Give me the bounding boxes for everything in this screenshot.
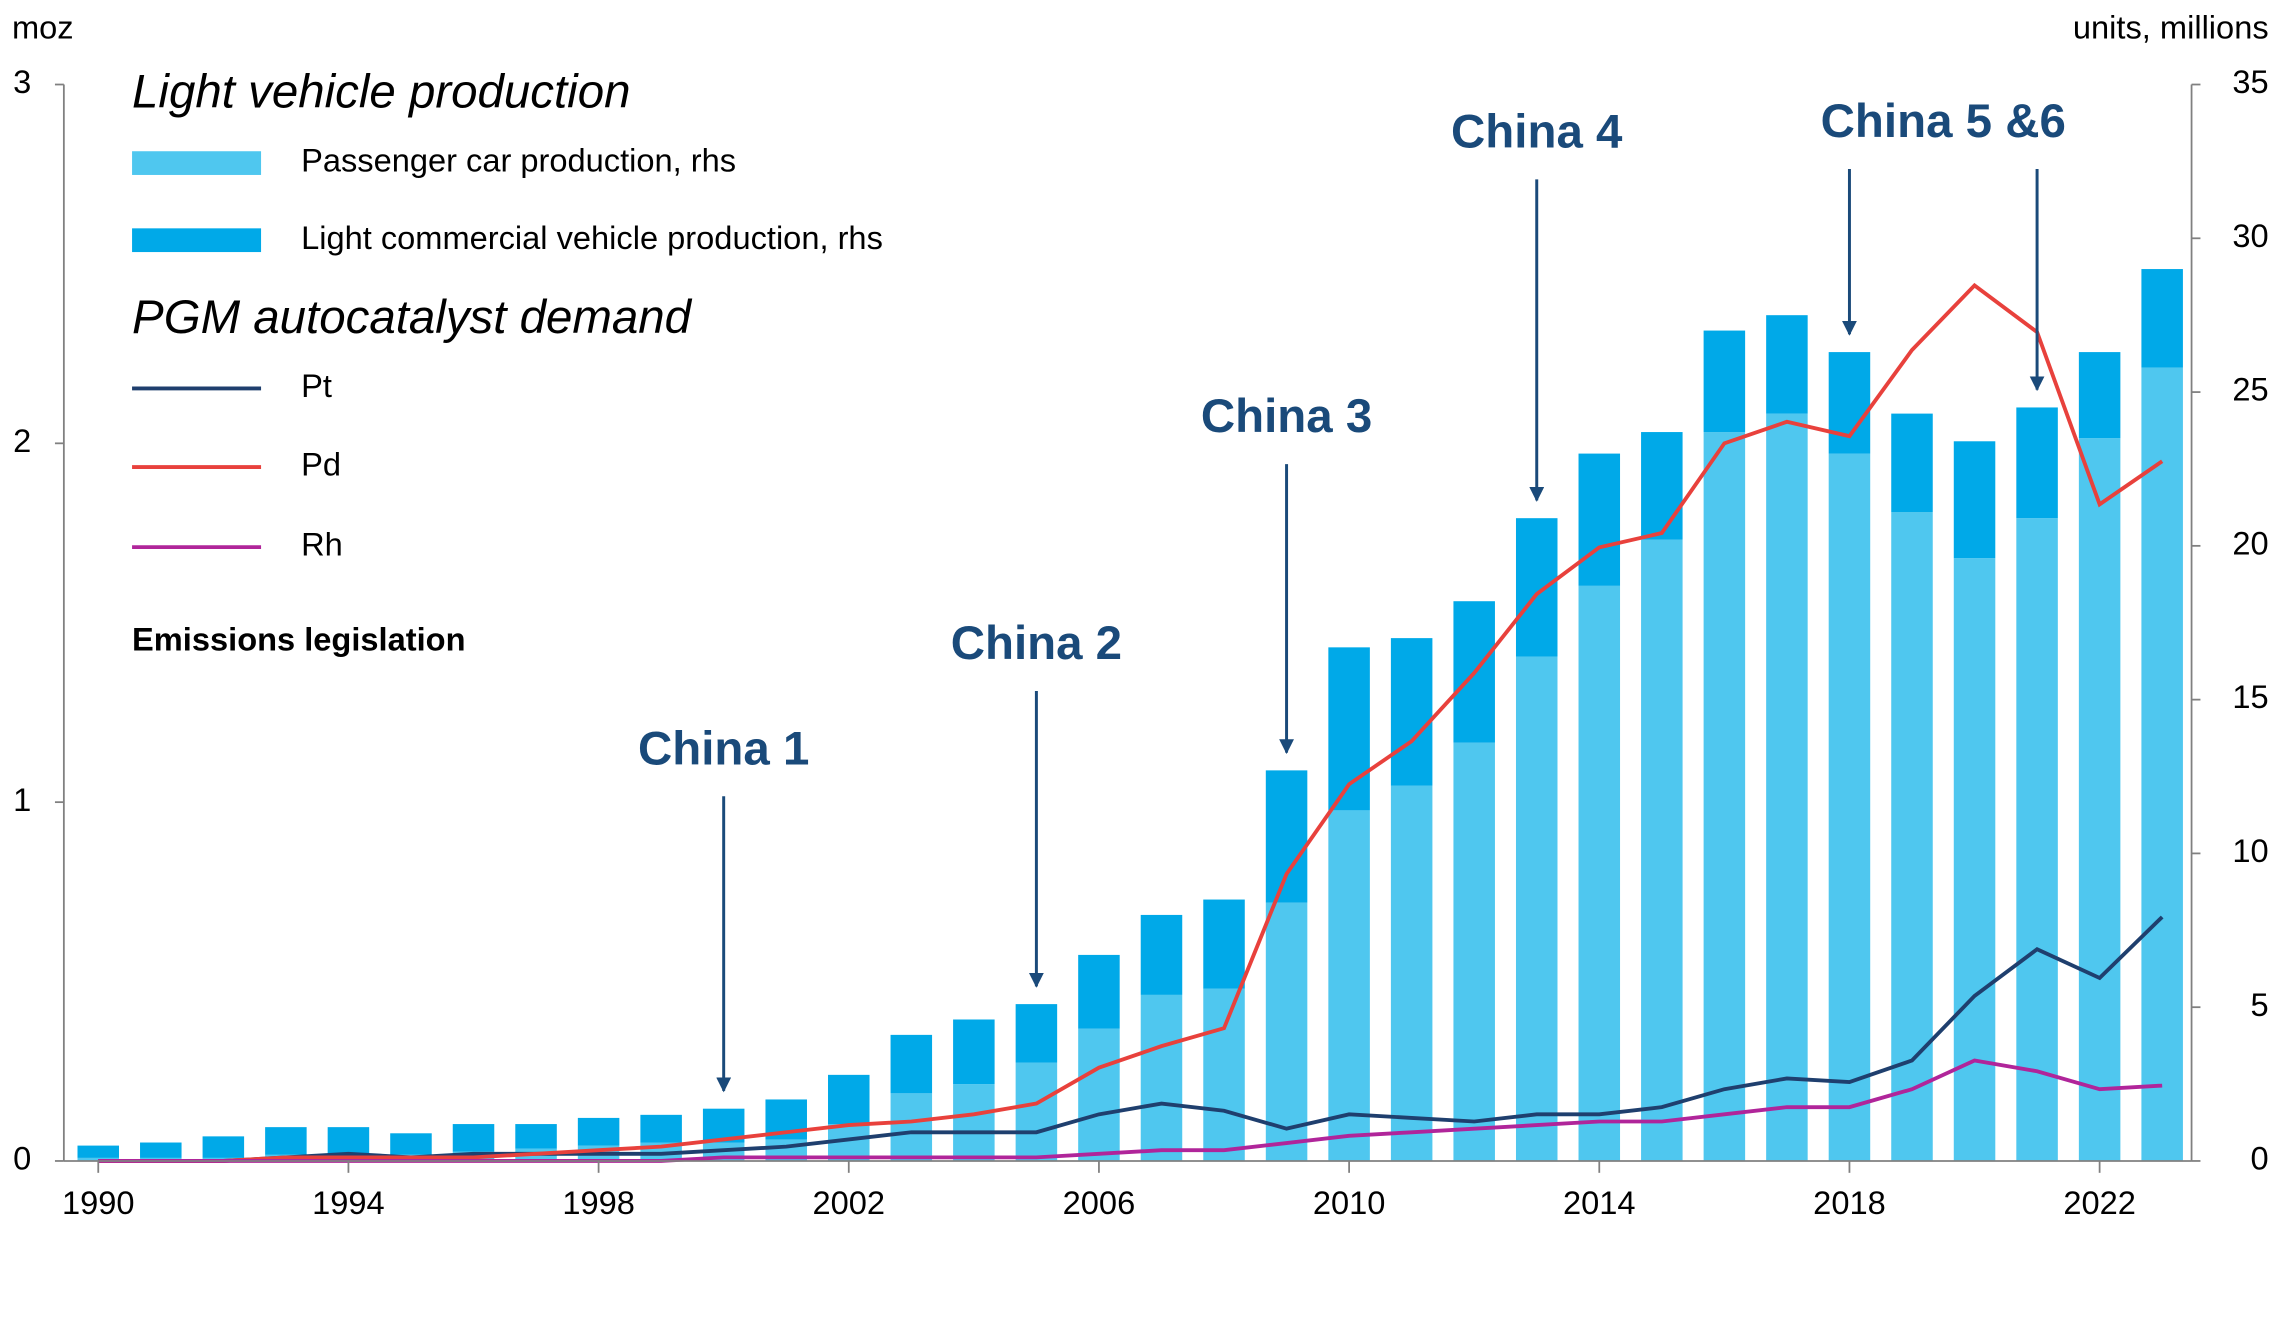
bar xyxy=(2141,367,2183,1161)
x-tick-label: 1990 xyxy=(62,1184,135,1221)
bar xyxy=(2141,269,2183,368)
bar xyxy=(452,1124,495,1152)
bar xyxy=(1265,902,1308,1161)
bar xyxy=(1078,954,1120,1029)
bar xyxy=(890,1093,933,1161)
y2-tick-label: 25 xyxy=(2232,371,2268,408)
legend-swatch xyxy=(132,228,262,253)
y2-tick-label: 35 xyxy=(2232,63,2268,100)
x-tick-label: 1998 xyxy=(562,1184,635,1221)
x-tick-label: 2006 xyxy=(1063,1184,1136,1221)
bar xyxy=(2078,352,2121,439)
legend-title: PGM autocatalyst demand xyxy=(132,291,693,344)
bar xyxy=(1328,810,1370,1161)
bar xyxy=(1015,1004,1058,1063)
bar xyxy=(2016,407,2058,519)
bar xyxy=(953,1084,995,1161)
bar xyxy=(640,1114,682,1143)
bar xyxy=(890,1034,933,1094)
bar xyxy=(1953,441,1996,559)
bar xyxy=(1078,1028,1120,1161)
legend-label: Pt xyxy=(301,367,332,404)
bar xyxy=(1453,742,1495,1161)
bar xyxy=(1015,1062,1058,1161)
bar xyxy=(1578,585,1621,1161)
y-axis-label: moz xyxy=(12,8,74,45)
annotation: China 3 xyxy=(1201,390,1372,443)
bar xyxy=(1641,539,1683,1161)
bar xyxy=(577,1117,620,1146)
y2-axis-label: units, millions xyxy=(2073,8,2269,45)
y2-tick-label: 15 xyxy=(2232,678,2268,715)
line xyxy=(98,282,2164,1163)
annotation: China 5 &6 xyxy=(1821,95,2066,148)
bar xyxy=(1265,770,1308,903)
bar xyxy=(1703,330,1746,433)
bar xyxy=(1515,518,1558,657)
bar xyxy=(1891,413,1933,513)
bar xyxy=(2016,518,2058,1161)
bar xyxy=(1390,638,1433,786)
bar xyxy=(1140,914,1183,995)
bar xyxy=(1766,413,1808,1161)
x-tick-label: 2014 xyxy=(1563,1184,1636,1221)
bar xyxy=(1390,785,1433,1161)
legend-title: Emissions legislation xyxy=(132,621,465,658)
x-tick-label: 2002 xyxy=(812,1184,885,1221)
bar xyxy=(1140,994,1183,1161)
bar xyxy=(1703,432,1746,1161)
y2-tick-label: 5 xyxy=(2251,986,2269,1023)
legend-swatch xyxy=(132,151,262,175)
x-tick-label: 1994 xyxy=(312,1184,385,1221)
bar xyxy=(1891,512,1933,1161)
bar xyxy=(327,1127,370,1155)
bar xyxy=(1203,899,1245,989)
y2-tick-label: 0 xyxy=(2251,1140,2269,1177)
legend-label: Light commercial vehicle production, rhs xyxy=(301,219,883,256)
x-tick-label: 2022 xyxy=(2063,1184,2136,1221)
y-tick-label: 0 xyxy=(13,1140,31,1177)
legend-label: Pd xyxy=(301,446,341,483)
annotation: China 4 xyxy=(1451,105,1623,158)
bar xyxy=(1766,315,1808,414)
bar xyxy=(140,1142,182,1158)
bar xyxy=(202,1136,245,1158)
annotation: China 1 xyxy=(638,722,809,775)
bar xyxy=(828,1074,870,1125)
legend-label: Rh xyxy=(301,526,343,563)
x-tick-label: 2018 xyxy=(1813,1184,1886,1221)
bar xyxy=(1641,432,1683,540)
bar xyxy=(2078,438,2121,1161)
y-tick-label: 3 xyxy=(13,63,31,100)
bar xyxy=(1828,352,1871,454)
bar xyxy=(77,1145,120,1158)
bar xyxy=(953,1019,995,1085)
bar xyxy=(1828,453,1871,1161)
y2-tick-label: 10 xyxy=(2232,832,2268,869)
bar xyxy=(1515,656,1558,1161)
legend-title: Light vehicle production xyxy=(132,65,630,118)
y-tick-label: 1 xyxy=(13,781,31,818)
legend-label: Passenger car production, rhs xyxy=(301,142,736,179)
bar xyxy=(1953,558,1996,1161)
bar xyxy=(390,1133,432,1155)
y-tick-label: 2 xyxy=(13,422,31,459)
bar xyxy=(1203,988,1245,1161)
annotation: China 2 xyxy=(951,617,1122,670)
bar xyxy=(515,1124,557,1149)
bar xyxy=(1578,453,1621,586)
bar xyxy=(265,1127,307,1155)
y2-tick-label: 20 xyxy=(2232,524,2268,561)
y2-tick-label: 30 xyxy=(2232,217,2268,254)
x-tick-label: 2010 xyxy=(1313,1184,1386,1221)
